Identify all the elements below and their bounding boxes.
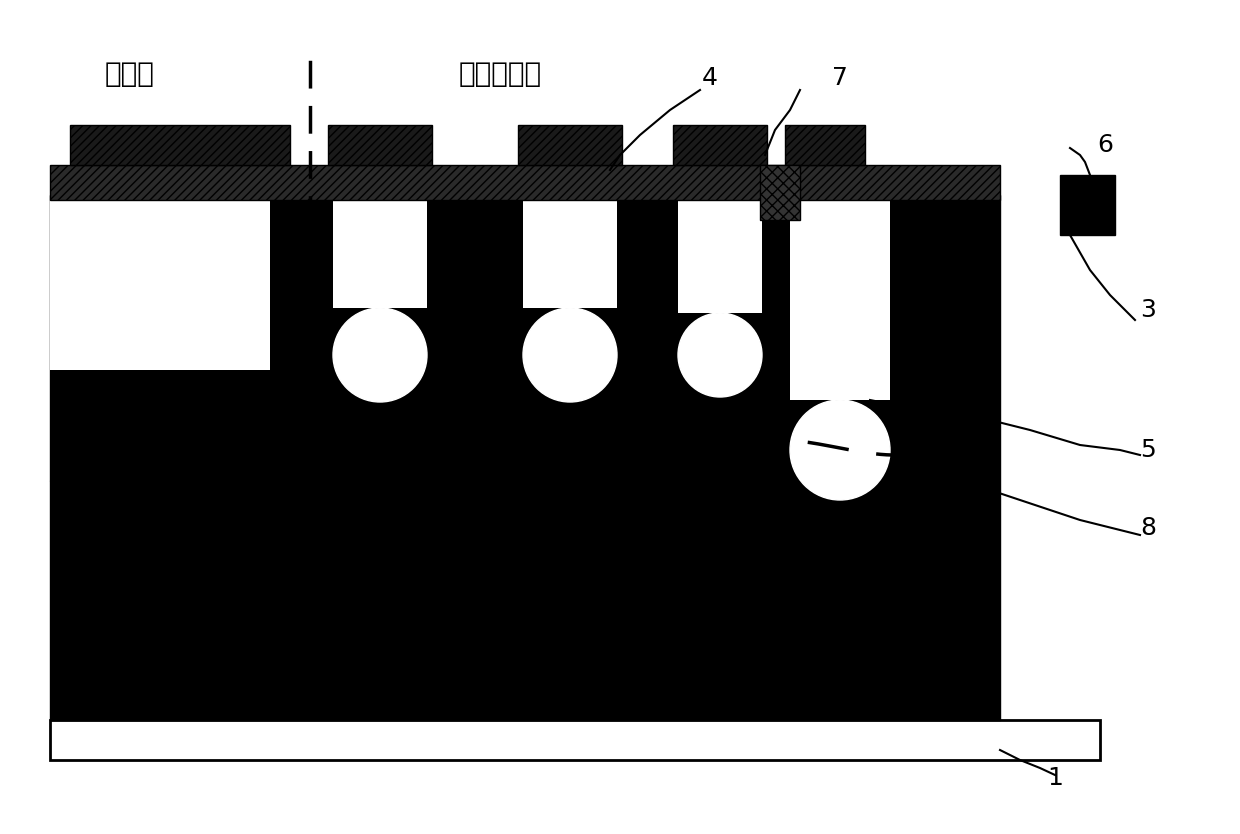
Bar — [1060, 175, 1115, 235]
Bar — [678, 195, 763, 313]
Bar — [50, 195, 999, 720]
Bar — [760, 165, 800, 220]
Bar — [329, 125, 432, 165]
Bar — [673, 125, 768, 165]
Bar — [334, 195, 427, 308]
Bar — [50, 195, 270, 370]
Text: 6: 6 — [1097, 133, 1114, 157]
Bar — [69, 125, 290, 165]
Bar — [790, 195, 890, 400]
Ellipse shape — [334, 308, 427, 402]
Text: 4: 4 — [702, 66, 718, 90]
Text: 3: 3 — [1140, 298, 1156, 322]
Text: 5: 5 — [1140, 438, 1156, 462]
Text: 7: 7 — [832, 66, 848, 90]
Text: 8: 8 — [1140, 516, 1156, 540]
Bar — [785, 125, 866, 165]
Ellipse shape — [523, 308, 618, 402]
Text: 边缘终端区: 边缘终端区 — [459, 60, 542, 88]
Bar — [518, 125, 622, 165]
Bar — [50, 720, 1100, 760]
Text: 1: 1 — [1047, 766, 1063, 790]
Text: 有源区: 有源区 — [105, 60, 155, 88]
Bar — [523, 195, 618, 308]
Bar — [50, 165, 999, 200]
Ellipse shape — [678, 313, 763, 397]
Ellipse shape — [790, 400, 890, 500]
